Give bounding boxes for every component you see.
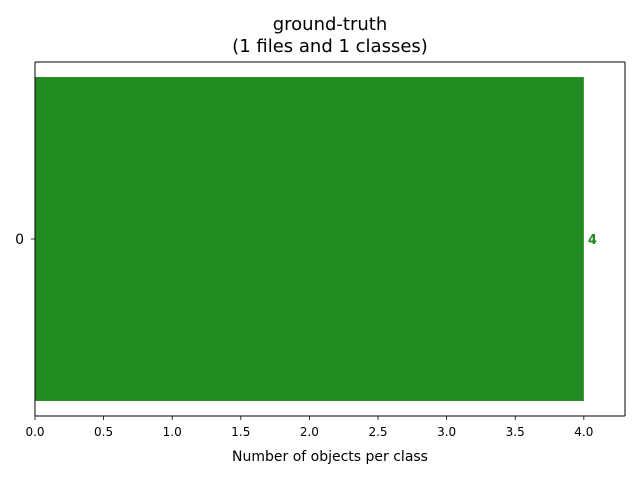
chart-title: ground-truth — [273, 14, 388, 35]
chart-subtitle: (1 files and 1 classes) — [232, 36, 428, 57]
x-tick-label: 3.5 — [506, 425, 525, 439]
category-label: 0 — [15, 232, 24, 248]
x-tick-label: 3.0 — [437, 425, 456, 439]
x-tick-label: 0.5 — [94, 425, 113, 439]
x-tick-label: 2.0 — [300, 425, 319, 439]
data-label: 4 — [588, 233, 597, 248]
x-axis-title: Number of objects per class — [232, 449, 428, 465]
x-tick-label: 1.0 — [163, 425, 182, 439]
x-tick-label: 1.5 — [231, 425, 250, 439]
x-tick-label: 2.5 — [368, 425, 387, 439]
x-tick-label: 4.0 — [574, 425, 593, 439]
bar — [35, 77, 584, 401]
plot-area: 0 4 0.0 0.5 1.0 1.5 2.0 2.5 3.0 3.5 4.0 — [15, 61, 626, 439]
x-tick-label: 0.0 — [25, 425, 44, 439]
